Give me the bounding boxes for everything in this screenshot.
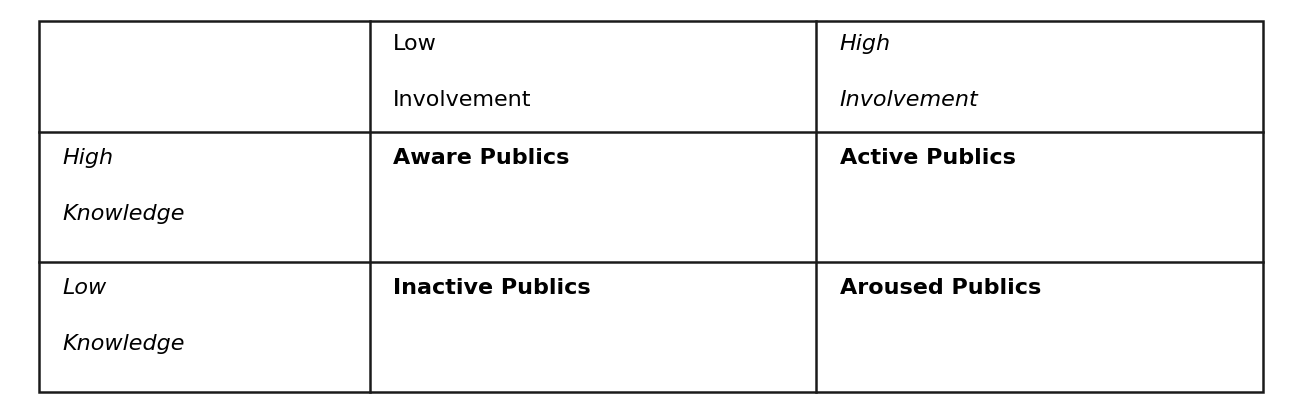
Text: Aware Publics: Aware Publics bbox=[393, 148, 569, 168]
Text: High

Knowledge: High Knowledge bbox=[62, 148, 185, 224]
Text: Active Publics: Active Publics bbox=[840, 148, 1016, 168]
Text: Aroused Publics: Aroused Publics bbox=[840, 278, 1040, 298]
Text: High

Involvement: High Involvement bbox=[840, 34, 978, 110]
Text: Inactive Publics: Inactive Publics bbox=[393, 278, 591, 298]
Bar bbox=[39, 21, 1263, 392]
Text: Low

Involvement: Low Involvement bbox=[393, 34, 531, 110]
Text: Low

Knowledge: Low Knowledge bbox=[62, 278, 185, 354]
